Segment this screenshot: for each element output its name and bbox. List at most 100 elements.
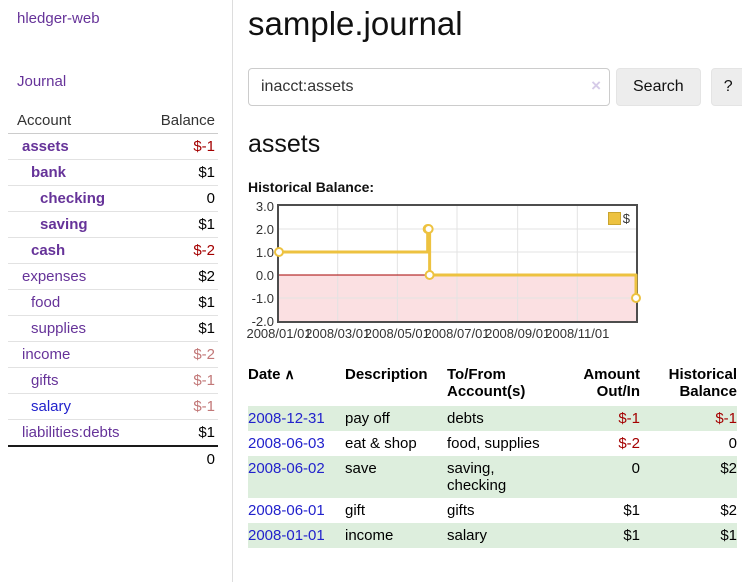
account-link[interactable]: cash <box>31 242 66 259</box>
account-row: salary $-1 <box>8 393 218 420</box>
transaction-balance: $-1 <box>715 409 737 427</box>
transaction-balance: $2 <box>720 501 737 519</box>
account-row: supplies $1 <box>8 315 218 342</box>
legend-swatch-icon <box>607 211 621 225</box>
search-box: × <box>248 67 610 106</box>
transaction-amount: $1 <box>623 526 640 544</box>
account-row: gifts $-1 <box>8 367 218 394</box>
account-balance: $1 <box>138 159 218 186</box>
accounts-header-row: Account Balance <box>8 108 218 134</box>
clear-search-icon[interactable]: × <box>591 75 601 95</box>
account-row: income $-2 <box>8 341 218 368</box>
account-balance: $1 <box>138 211 218 238</box>
account-link[interactable]: income <box>22 346 71 363</box>
chart-legend: $ <box>605 209 632 227</box>
x-tick-label: 2008/05/01 <box>364 325 430 341</box>
balance-chart: 3.0 2.0 1.0 0.0 -1.0 -2.0 $ 2008/01/01 2008/03… <box>246 200 737 344</box>
transaction-date-link[interactable]: 2008-12-31 <box>248 409 325 427</box>
account-balance: $1 <box>138 289 218 316</box>
account-balance: $2 <box>138 263 218 290</box>
transaction-amount: $-1 <box>618 409 640 427</box>
account-balance: $-1 <box>138 133 218 160</box>
y-tick-label: 2.0 <box>255 221 274 237</box>
transaction-amount: $1 <box>623 501 640 519</box>
sidebar-item-journal[interactable]: Journal <box>17 73 67 90</box>
account-link[interactable]: liabilities:debts <box>22 424 120 441</box>
transaction-balance: 0 <box>728 434 737 452</box>
accounts-table: Account Balance assets $-1 bank $1 checking 0… <box>8 108 218 472</box>
account-row: food $1 <box>8 289 218 316</box>
account-row: checking 0 <box>8 185 218 212</box>
search-input[interactable] <box>248 67 610 106</box>
transaction-balance: $1 <box>720 526 737 544</box>
account-balance: $-1 <box>138 393 218 420</box>
register-row: 2008-12-31 pay off debts $-1 $-1 <box>248 405 737 431</box>
section-heading: assets <box>248 129 321 158</box>
account-row: assets $-1 <box>8 133 218 160</box>
transaction-accounts: salary <box>447 526 488 544</box>
sidebar: hledger-web Journal Account Balance asse… <box>0 0 233 582</box>
transaction-date-link[interactable]: 2008-06-02 <box>248 459 325 477</box>
transaction-amount: 0 <box>631 459 640 477</box>
sort-asc-icon: ∧ <box>284 365 295 382</box>
account-link[interactable]: salary <box>31 398 72 415</box>
balance-chart-plot: $ <box>274 203 641 323</box>
transaction-accounts: gifts <box>447 501 475 519</box>
help-button[interactable]: ? <box>710 67 742 106</box>
account-link[interactable]: expenses <box>22 268 87 285</box>
account-balance: $-2 <box>138 237 218 264</box>
transaction-description: save <box>345 459 377 477</box>
search-button[interactable]: Search <box>616 67 701 106</box>
register-header-date[interactable]: Date ∧ <box>248 365 295 383</box>
transaction-description: eat & shop <box>345 434 417 452</box>
register-table: Date ∧ Description To/From Account(s) Amo… <box>248 364 737 548</box>
y-tick-label: 1.0 <box>255 244 274 260</box>
accounts-total-row: 0 <box>8 445 218 472</box>
account-link[interactable]: food <box>31 294 61 311</box>
account-link[interactable]: assets <box>22 138 69 155</box>
x-tick-label: 2008/11/01 <box>545 325 610 341</box>
balance-chart-svg <box>274 205 641 321</box>
search-row: × Search ? <box>248 67 742 106</box>
y-tick-label: -1.0 <box>251 290 274 306</box>
register-header-description: Description <box>345 365 428 383</box>
transaction-balance: $2 <box>720 459 737 477</box>
register-row: 2008-06-01 gift gifts $1 $2 <box>248 498 737 523</box>
register-row: 2008-01-01 income salary $1 $1 <box>248 522 737 548</box>
account-link[interactable]: bank <box>31 164 67 181</box>
account-row: cash $-2 <box>8 237 218 264</box>
account-link[interactable]: supplies <box>31 320 87 337</box>
transaction-accounts: debts <box>447 409 484 427</box>
account-balance: $1 <box>138 315 218 342</box>
app-title-link[interactable]: hledger-web <box>17 10 100 27</box>
x-tick-label: 2008/01/01 <box>246 325 312 341</box>
account-row: saving $1 <box>8 211 218 238</box>
y-tick-label: 0.0 <box>255 267 274 283</box>
transaction-date-link[interactable]: 2008-06-01 <box>248 501 325 519</box>
page-title: sample.journal <box>248 5 463 42</box>
register-row: 2008-06-02 save saving, checking 0 $2 <box>248 455 737 498</box>
transaction-amount: $-2 <box>618 434 640 452</box>
account-row: liabilities:debts $1 <box>8 419 218 447</box>
register-header-amount: Amount Out/In <box>583 365 640 400</box>
transaction-description: pay off <box>345 409 390 427</box>
y-tick-label: -2.0 <box>251 313 274 329</box>
account-link[interactable]: saving <box>40 216 88 233</box>
account-link[interactable]: checking <box>40 190 106 207</box>
register-header-accounts: To/From Account(s) <box>447 365 526 400</box>
transaction-accounts: saving, checking <box>447 459 507 494</box>
account-balance: $1 <box>138 419 218 447</box>
chart-title: Historical Balance: <box>248 178 375 195</box>
transaction-date-link[interactable]: 2008-06-03 <box>248 434 325 452</box>
account-balance: $-1 <box>138 367 218 394</box>
account-link[interactable]: gifts <box>31 372 59 389</box>
account-balance: $-2 <box>138 341 218 368</box>
accounts-header-balance: Balance <box>138 108 218 134</box>
transaction-description: income <box>345 526 394 544</box>
main-content: sample.journal × Search ? assets Histori… <box>234 0 742 582</box>
register-header-balance: Historical Balance <box>668 365 737 400</box>
accounts-table-body: assets $-1 bank $1 checking 0 saving $1 cash $-2 e… <box>8 133 218 447</box>
transaction-date-link[interactable]: 2008-01-01 <box>248 526 325 544</box>
y-tick-label: 3.0 <box>255 198 274 214</box>
register-header-row: Date ∧ Description To/From Account(s) Amo… <box>248 364 737 406</box>
